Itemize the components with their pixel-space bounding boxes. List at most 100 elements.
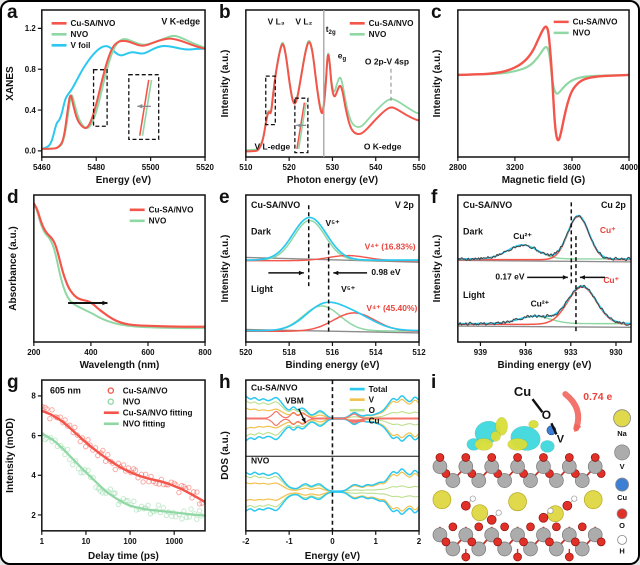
panel-e: e 520 518 516 514 512 Binding energy (eV) Inte… — [214, 187, 426, 372]
svg-text:0.74 e: 0.74 e — [583, 391, 612, 403]
series-light-raw — [457, 284, 632, 326]
panel-d-plot: 200 400 600 800 Wavelength (nm) Absorbance (a… — [2, 187, 214, 372]
svg-text:V: V — [620, 462, 625, 471]
series-dark-total — [245, 216, 420, 261]
axis-ticks: 939 936 933 930 — [474, 342, 623, 357]
svg-text:DOS (a.u.): DOS (a.u.) — [220, 431, 231, 480]
series-NVO — [41, 34, 206, 150]
svg-text:Cu 2p: Cu 2p — [601, 200, 626, 210]
svg-text:1: 1 — [374, 537, 379, 546]
series-NVO fitting — [41, 432, 206, 517]
svg-text:Intensity (a.u.): Intensity (a.u.) — [220, 235, 231, 303]
svg-text:Binding energy (eV): Binding energy (eV) — [285, 360, 379, 371]
panel-c-chart: 2800 3200 3600 4000 Magnetic field (G) Intens… — [432, 9, 638, 186]
svg-text:510: 510 — [239, 163, 253, 172]
atom-legend: Na V Cu O H — [613, 409, 631, 555]
svg-text:5460: 5460 — [33, 163, 51, 172]
panel-e-letter: e — [219, 187, 230, 208]
svg-text:Energy (eV): Energy (eV) — [305, 551, 360, 562]
panel-a-letter: a — [7, 2, 18, 23]
panel-a-chart: 5460 5480 5500 5520 0.0 0.4 0.8 1.2 Energy (eV) X… — [5, 9, 214, 186]
panel-i: i Cu O V 0.74 e Na V Cu O H — [426, 372, 638, 563]
panel-d: d 200 400 600 800 Wavelength (nm) Absorbance … — [2, 187, 214, 372]
annotations: 605 nm — [50, 386, 81, 396]
panel-a-plot: 5460 5480 5500 5520 0.0 0.4 0.8 1.2 Energy (eV) X… — [2, 2, 214, 187]
axes-frame — [457, 194, 632, 343]
legend: Cu-SA/NVO NVO V foil — [51, 19, 116, 50]
panel-b-plot: 510 520 530 540 550 Photon energy (eV) Intensi… — [214, 2, 426, 187]
axis-ticks: 2800 3200 3600 4000 — [449, 157, 638, 172]
svg-text:Cu-SA/NVO: Cu-SA/NVO — [573, 18, 618, 27]
panel-c-plot: 2800 3200 3600 4000 Magnetic field (G) Intens… — [426, 2, 638, 187]
svg-text:400: 400 — [84, 348, 98, 357]
axis-ticks: 520 518 516 514 512 — [239, 342, 426, 357]
svg-text:3200: 3200 — [506, 163, 524, 172]
svg-text:Photon energy (eV): Photon energy (eV) — [287, 175, 378, 186]
svg-text:Total: Total — [369, 385, 388, 394]
svg-text:V: V — [557, 433, 565, 445]
panel-b-series — [245, 39, 420, 153]
series-dark-raw — [457, 215, 632, 262]
svg-text:518: 518 — [283, 348, 297, 357]
svg-text:8: 8 — [31, 392, 36, 401]
svg-text:2: 2 — [31, 511, 36, 520]
svg-text:3600: 3600 — [563, 163, 581, 172]
svg-text:1000: 1000 — [165, 537, 183, 546]
series-Cu-SA/NVO — [457, 25, 630, 142]
svg-text:Intensity (a.u.): Intensity (a.u.) — [432, 235, 443, 303]
series-light-baseline — [457, 325, 632, 328]
annotations: V L₃ V L₂ t2g eg O 2p-V 4sp V L-edge O K-edge — [255, 10, 409, 157]
legend: Cu-SA/NVO NVO — [553, 18, 618, 38]
svg-text:V L₂: V L₂ — [295, 17, 312, 27]
series-light-total — [457, 285, 632, 325]
panel-c-letter: c — [431, 2, 442, 23]
svg-text:516: 516 — [326, 348, 340, 357]
svg-text:939: 939 — [474, 348, 488, 357]
svg-text:Cu: Cu — [617, 493, 627, 502]
panel-h-series — [245, 395, 420, 516]
svg-text:O: O — [542, 408, 551, 422]
lattice-atoms — [432, 425, 606, 562]
panel-f-chart: 939 936 933 930 Binding energy (eV) Intensity… — [432, 194, 632, 371]
svg-text:Cu²⁺: Cu²⁺ — [513, 231, 532, 241]
svg-text:0: 0 — [330, 537, 335, 546]
axes-frame — [33, 194, 206, 343]
annotations: Cu-SA/NVO NVO VBM — [245, 380, 420, 531]
svg-text:V⁴⁺ (45.40%): V⁴⁺ (45.40%) — [366, 303, 417, 313]
svg-text:NVO: NVO — [123, 397, 141, 406]
svg-text:V: V — [369, 395, 375, 404]
series-V foil — [41, 44, 206, 150]
panel-g-chart: 1 10 100 1000 2 4 6 8 Delay time (ps) Intensity (… — [5, 379, 206, 562]
svg-text:eg: eg — [338, 50, 347, 62]
svg-text:550: 550 — [412, 163, 426, 172]
svg-text:933: 933 — [564, 348, 578, 357]
svg-text:6: 6 — [31, 431, 36, 440]
svg-text:10: 10 — [82, 537, 91, 546]
panel-g: g 1 10 100 1000 2 4 6 8 Delay time (ps) Intensity… — [2, 372, 214, 563]
series-light-total — [245, 301, 420, 332]
svg-text:NVO fitting: NVO fitting — [123, 420, 166, 429]
svg-text:Cu-SA/NVO: Cu-SA/NVO — [369, 19, 414, 28]
panel-g-series — [41, 403, 206, 522]
charge-transfer-arrow: 0.74 e — [562, 391, 612, 433]
axes-frame — [41, 379, 206, 532]
svg-text:Na: Na — [617, 429, 627, 438]
panel-f-series — [457, 214, 632, 328]
svg-text:Cu-SA/NVO: Cu-SA/NVO — [251, 200, 300, 210]
svg-text:5500: 5500 — [142, 163, 160, 172]
panel-g-plot: 1 10 100 1000 2 4 6 8 Delay time (ps) Intensity (… — [2, 372, 214, 563]
svg-text:Cu-SA/NVO: Cu-SA/NVO — [251, 383, 298, 393]
svg-text:NVO: NVO — [149, 217, 167, 226]
svg-text:5480: 5480 — [87, 163, 105, 172]
series-Cu-SA/NVO — [245, 41, 420, 153]
axes-frame — [457, 9, 630, 158]
svg-text:NVO: NVO — [71, 30, 89, 39]
axis-ticks: 510 520 530 540 550 — [239, 157, 426, 172]
svg-text:0.98 eV: 0.98 eV — [371, 267, 400, 277]
legend: Cu-SA/NVO NVO Cu-SA/NVO fitting NVO fitting — [103, 386, 192, 429]
svg-text:800: 800 — [198, 348, 212, 357]
panel-a-series — [41, 34, 206, 150]
svg-text:V L-edge: V L-edge — [255, 142, 291, 152]
